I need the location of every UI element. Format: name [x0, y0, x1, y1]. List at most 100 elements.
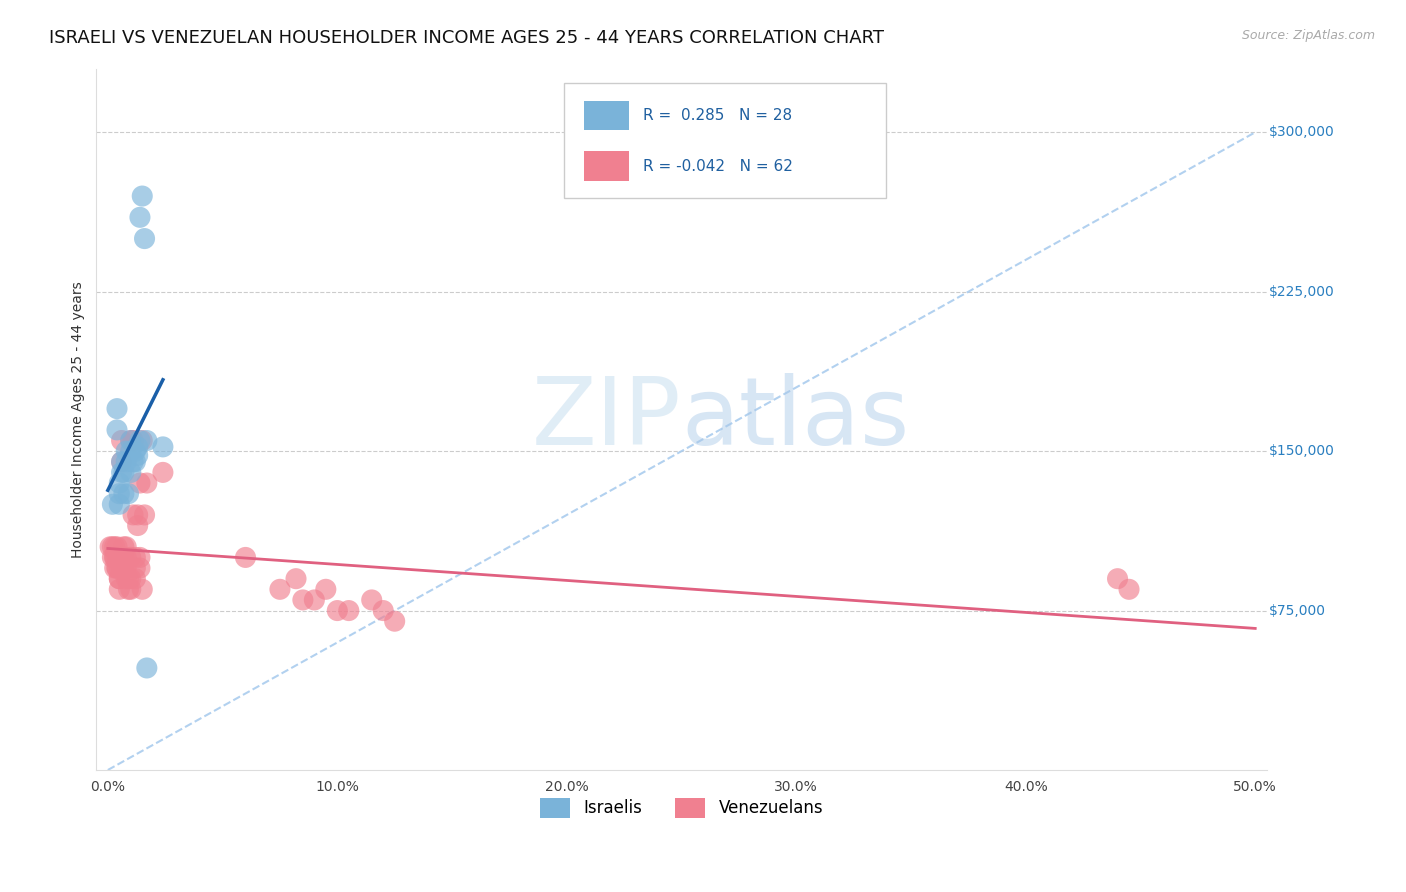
Point	[115, 561, 138, 575]
Text: ISRAELI VS VENEZUELAN HOUSEHOLDER INCOME AGES 25 - 44 YEARS CORRELATION CHART: ISRAELI VS VENEZUELAN HOUSEHOLDER INCOME…	[49, 29, 884, 46]
Point	[135, 661, 157, 675]
Point	[108, 582, 131, 597]
Point	[129, 561, 152, 575]
Point	[105, 561, 128, 575]
Point	[1118, 582, 1140, 597]
Point	[98, 540, 121, 554]
Legend: Israelis, Venezuelans: Israelis, Venezuelans	[533, 791, 830, 825]
Point	[115, 550, 138, 565]
Point	[124, 444, 146, 458]
Point	[112, 550, 135, 565]
Point	[105, 550, 128, 565]
Point	[124, 561, 146, 575]
Point	[120, 572, 142, 586]
Point	[337, 603, 360, 617]
Point	[120, 444, 142, 458]
Point	[117, 582, 139, 597]
Point	[112, 540, 135, 554]
Point	[115, 572, 138, 586]
Text: $300,000: $300,000	[1270, 125, 1334, 139]
Point	[285, 572, 308, 586]
Point	[373, 603, 395, 617]
Point	[135, 434, 157, 448]
Point	[104, 540, 127, 554]
Point	[122, 434, 145, 448]
Point	[127, 508, 149, 522]
Point	[120, 582, 142, 597]
Text: R =  0.285   N = 28: R = 0.285 N = 28	[643, 108, 792, 123]
Point	[269, 582, 291, 597]
Point	[135, 476, 157, 491]
Point	[326, 603, 349, 617]
Point	[105, 540, 128, 554]
Point	[115, 455, 138, 469]
Point	[129, 434, 152, 448]
Point	[108, 550, 131, 565]
Point	[129, 211, 152, 225]
Point	[315, 582, 337, 597]
Y-axis label: Householder Income Ages 25 - 44 years: Householder Income Ages 25 - 44 years	[72, 281, 86, 558]
Point	[101, 497, 124, 511]
Text: $75,000: $75,000	[1270, 604, 1326, 617]
Point	[127, 449, 149, 463]
Text: atlas: atlas	[682, 373, 910, 466]
Point	[134, 508, 156, 522]
FancyBboxPatch shape	[564, 83, 886, 198]
Point	[131, 434, 153, 448]
Text: ZIP: ZIP	[531, 373, 682, 466]
Point	[101, 540, 124, 554]
Text: Source: ZipAtlas.com: Source: ZipAtlas.com	[1241, 29, 1375, 42]
Point	[122, 455, 145, 469]
Point	[127, 440, 149, 454]
Point	[110, 455, 132, 469]
Point	[110, 466, 132, 480]
Point	[120, 550, 142, 565]
Point	[120, 434, 142, 448]
Point	[112, 486, 135, 500]
Point	[152, 440, 174, 454]
FancyBboxPatch shape	[585, 152, 628, 181]
Point	[104, 550, 127, 565]
Point	[112, 561, 135, 575]
Text: $150,000: $150,000	[1270, 444, 1334, 458]
Point	[112, 466, 135, 480]
Point	[134, 231, 156, 245]
Point	[110, 455, 132, 469]
Point	[117, 572, 139, 586]
Point	[115, 540, 138, 554]
Point	[120, 466, 142, 480]
Point	[1107, 572, 1129, 586]
Point	[124, 572, 146, 586]
Point	[108, 476, 131, 491]
Point	[101, 550, 124, 565]
Point	[108, 497, 131, 511]
Point	[110, 434, 132, 448]
Point	[129, 550, 152, 565]
Point	[108, 550, 131, 565]
Point	[124, 455, 146, 469]
Point	[108, 486, 131, 500]
Point	[105, 423, 128, 437]
Point	[108, 561, 131, 575]
Point	[104, 550, 127, 565]
Point	[131, 189, 153, 203]
Point	[104, 561, 127, 575]
Point	[129, 476, 152, 491]
Point	[105, 401, 128, 416]
Point	[120, 434, 142, 448]
Point	[108, 572, 131, 586]
Point	[127, 518, 149, 533]
Point	[122, 508, 145, 522]
Text: $225,000: $225,000	[1270, 285, 1334, 299]
Point	[235, 550, 257, 565]
Point	[124, 550, 146, 565]
Point	[152, 466, 174, 480]
Point	[291, 593, 314, 607]
Point	[304, 593, 326, 607]
FancyBboxPatch shape	[585, 101, 628, 130]
Point	[110, 550, 132, 565]
Point	[131, 582, 153, 597]
Text: R = -0.042   N = 62: R = -0.042 N = 62	[643, 159, 793, 174]
Point	[115, 444, 138, 458]
Point	[110, 561, 132, 575]
